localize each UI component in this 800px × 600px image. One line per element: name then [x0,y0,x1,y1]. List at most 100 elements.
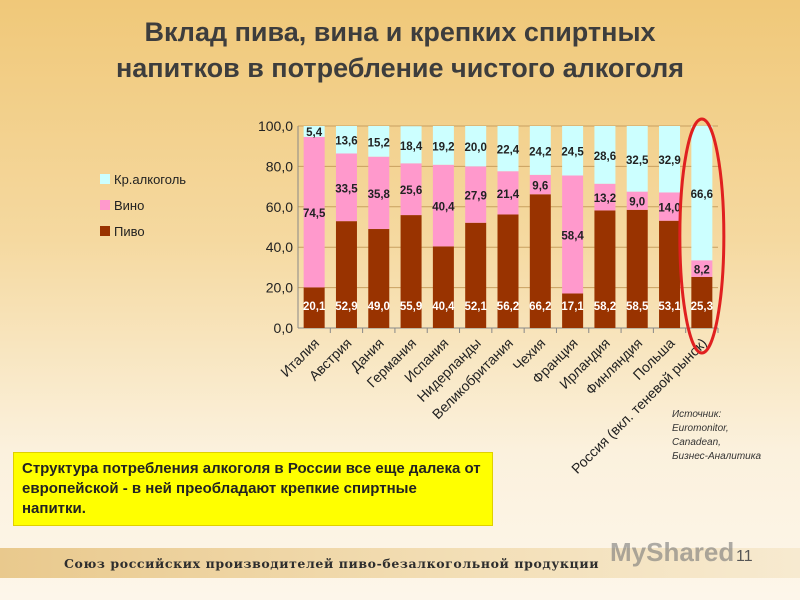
watermark-logo: MyShared [610,537,735,567]
data-label: 17,1 [561,301,584,313]
source-line: Источник: [672,409,722,420]
bar-wine [659,192,681,221]
legend-swatch [100,226,110,236]
bar-beer [562,293,584,328]
bar-beer [335,221,357,328]
data-label: 25,6 [400,185,422,197]
bar-beer [594,210,616,328]
source-line: Бизнес-Аналитика [672,451,761,462]
data-label: 28,6 [594,151,616,163]
title-line-1: Вклад пива, вина и крепких спиртных [144,17,656,47]
data-label: 9,0 [629,197,645,209]
y-tick-label: 60,0 [266,199,293,215]
data-label: 52,1 [464,301,487,313]
data-label: 13,6 [335,136,357,148]
data-label: 21,4 [497,189,520,201]
legend-label: Пиво [114,224,145,239]
bar-spirits [303,126,325,137]
bar-spirits [659,126,681,193]
data-label: 55,9 [400,301,422,313]
bar-spirits [691,125,713,261]
bar-wine [465,166,487,223]
bar-spirits [562,126,584,176]
bar-spirits [400,126,422,164]
bar-beer [400,215,422,328]
bar-wine [594,183,616,211]
bar-beer [432,246,454,328]
source-line: Euromonitor, [672,423,729,434]
source-note: Источник: Euromonitor, Canadean, Бизнес-… [672,408,761,464]
data-label: 66,6 [691,189,713,201]
data-label: 74,5 [303,208,326,220]
y-tick-label: 40,0 [266,239,293,255]
data-label: 58,4 [561,230,584,242]
data-label: 32,5 [626,155,649,167]
bar-beer [368,229,390,328]
bar-wine [368,156,390,230]
bar-wine [626,191,648,210]
data-label: 35,8 [368,189,391,201]
data-label: 5,4 [306,127,323,139]
bar-wine [303,136,325,288]
y-tick-label: 0,0 [274,320,294,336]
bar-wine [335,153,357,222]
y-tick-label: 100,0 [258,118,293,134]
y-tick-label: 80,0 [266,158,293,174]
bar-beer [529,194,551,328]
bar-spirits [335,126,357,154]
data-label: 14,0 [658,203,680,215]
legend-label: Кр.алкоголь [114,172,186,187]
bar-wine [497,171,519,215]
bar-beer [497,214,519,328]
source-line: Canadean, [672,437,721,448]
note-box: Структура потребления алкоголя в России … [13,452,493,526]
footer-banner [0,548,800,578]
bar-wine [400,163,422,216]
bar-wine [691,260,713,277]
bar-spirits [368,126,390,157]
data-label: 24,5 [561,147,584,159]
data-label: 58,2 [594,301,616,313]
data-label: 32,9 [658,155,680,167]
highlight-ellipse [678,117,726,355]
bar-beer [303,287,325,328]
y-tick-label: 20,0 [266,280,293,296]
data-label: 18,4 [400,141,423,153]
data-label: 49,0 [368,301,390,313]
data-label: 22,4 [497,145,520,157]
data-label: 15,2 [368,137,390,149]
bar-spirits [626,126,648,192]
bar-beer [465,222,487,328]
bar-beer [691,276,713,328]
bar-spirits [497,126,519,172]
bar-wine [529,174,551,195]
data-label: 20,0 [464,142,486,154]
bar-beer [659,220,681,328]
data-label: 24,2 [529,146,551,158]
data-label: 27,9 [464,191,486,203]
bar-spirits [529,126,551,175]
data-label: 40,4 [432,202,455,214]
data-label: 20,1 [303,301,326,313]
data-label: 13,2 [594,193,616,205]
bar-spirits [594,126,616,184]
data-label: 33,5 [335,183,358,195]
data-label: 9,6 [532,181,548,193]
legend-label: Вино [114,198,144,213]
bar-spirits [465,126,487,167]
data-label: 19,2 [432,141,454,153]
data-label: 66,2 [529,301,551,313]
data-label: 58,5 [626,301,649,313]
legend-swatch [100,200,110,210]
data-label: 40,4 [432,301,455,313]
data-label: 8,2 [694,265,710,277]
bar-spirits [432,126,454,165]
data-label: 25,3 [691,301,713,313]
page-number: 11 [736,548,753,565]
slide-title: Вклад пива, вина и крепких спиртных напи… [40,14,760,86]
bar-beer [626,209,648,328]
legend-swatch [100,174,110,184]
bar-wine [562,175,584,294]
title-line-2: напитков в потребление чистого алкоголя [115,53,684,83]
